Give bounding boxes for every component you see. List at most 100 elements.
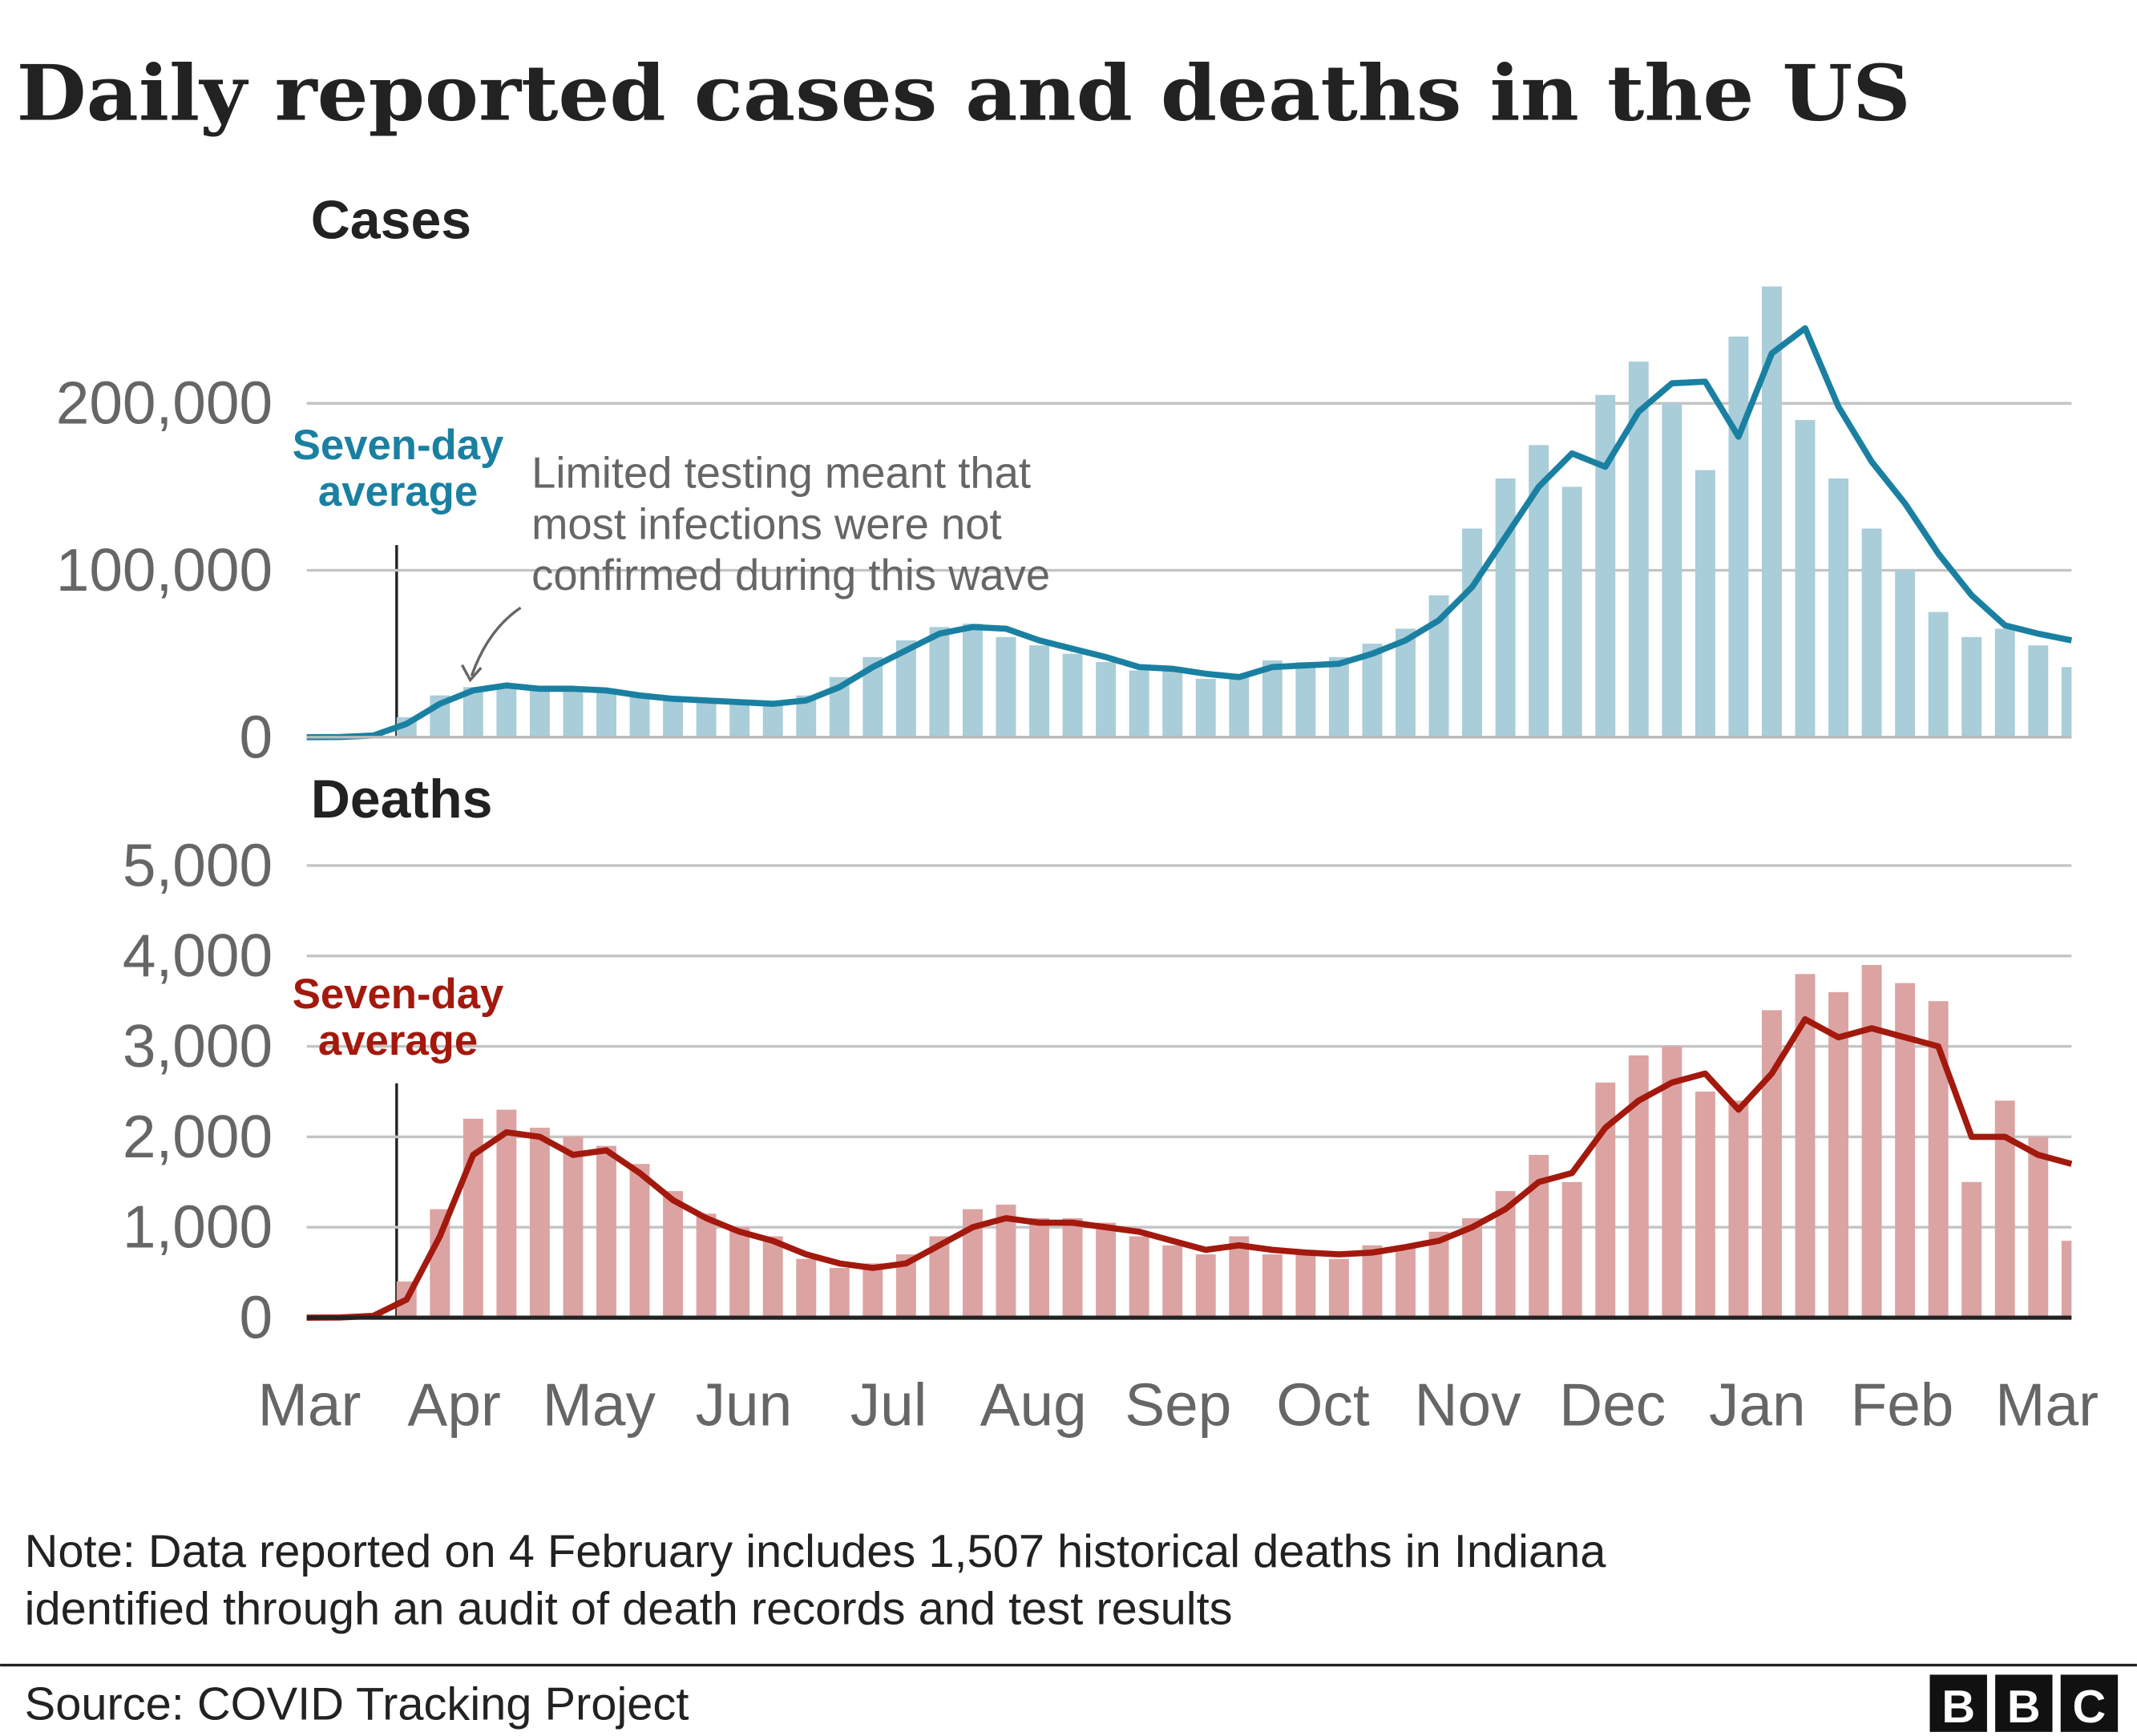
bar bbox=[1096, 1222, 1117, 1318]
x-tick-label: Mar bbox=[258, 1371, 362, 1438]
bar bbox=[1396, 628, 1416, 737]
bar bbox=[1062, 653, 1083, 737]
bar bbox=[762, 702, 783, 737]
bar bbox=[1961, 636, 1982, 737]
average-line bbox=[306, 325, 2073, 741]
bar bbox=[1595, 394, 1616, 737]
bar bbox=[1861, 528, 1882, 737]
bar bbox=[1928, 612, 1949, 737]
y-tick-label: 4,000 bbox=[123, 922, 273, 989]
logo-letter: B bbox=[1941, 1681, 1975, 1733]
note: Note: Data reported on 4 February includ… bbox=[25, 1526, 1607, 1577]
bar bbox=[829, 1267, 850, 1318]
bar bbox=[1129, 1236, 1149, 1318]
x-tick-label: Nov bbox=[1415, 1371, 1522, 1438]
bar bbox=[1828, 478, 1848, 737]
bar bbox=[1695, 1091, 1715, 1318]
bar bbox=[1728, 1100, 1749, 1318]
bar bbox=[1195, 678, 1216, 737]
bar bbox=[762, 1236, 783, 1318]
bar bbox=[796, 1258, 817, 1318]
bar bbox=[1994, 628, 2015, 737]
bar bbox=[696, 702, 717, 737]
annotation-arrowhead bbox=[460, 664, 483, 683]
bar bbox=[862, 1263, 883, 1318]
bar bbox=[1828, 991, 1848, 1318]
bar bbox=[563, 687, 584, 737]
bar bbox=[729, 1227, 750, 1318]
logo: B B C bbox=[1929, 1674, 2119, 1733]
bar bbox=[629, 696, 650, 737]
panel-title: Cases bbox=[311, 190, 471, 251]
logo-block bbox=[1995, 1674, 2053, 1732]
x-tick-label: Mar bbox=[1995, 1371, 2099, 1438]
bar bbox=[1229, 1236, 1250, 1318]
y-tick-label: 3,000 bbox=[123, 1012, 273, 1080]
y-tick-label: 2,000 bbox=[123, 1103, 273, 1170]
bar bbox=[663, 698, 684, 737]
bar bbox=[496, 687, 517, 737]
bar bbox=[1262, 1254, 1283, 1318]
bar bbox=[1029, 1217, 1049, 1318]
bar bbox=[1295, 662, 1316, 737]
x-tick-label: Jul bbox=[850, 1371, 927, 1438]
bar bbox=[596, 1145, 616, 1318]
bar bbox=[1994, 1100, 2015, 1318]
bar bbox=[1561, 486, 1582, 737]
bar bbox=[2028, 645, 2049, 737]
logo-block bbox=[2060, 1674, 2119, 1732]
source: Source: COVID Tracking Project bbox=[25, 1679, 689, 1730]
y-tick-label: 100,000 bbox=[56, 536, 273, 604]
x-tick-label: Aug bbox=[980, 1371, 1087, 1438]
panel-title: Deaths bbox=[311, 769, 493, 830]
x-tick-label: Jun bbox=[696, 1371, 793, 1438]
bar bbox=[1662, 1046, 1683, 1318]
bar bbox=[2061, 667, 2072, 737]
bar bbox=[2028, 1136, 2049, 1318]
bar bbox=[1728, 336, 1749, 737]
x-tick-label: Apr bbox=[407, 1371, 500, 1438]
logo-letter: B bbox=[2007, 1681, 2041, 1733]
bar bbox=[1328, 1258, 1349, 1318]
bar bbox=[1561, 1181, 1582, 1318]
bar bbox=[496, 1109, 517, 1318]
bar bbox=[1861, 965, 1882, 1318]
bar bbox=[1595, 1082, 1616, 1318]
bar bbox=[1295, 1250, 1316, 1318]
annotation: most infections were not bbox=[531, 499, 1001, 548]
annotation-arrow bbox=[470, 606, 522, 676]
bar bbox=[1129, 670, 1149, 737]
series-label: Seven-day average bbox=[293, 422, 504, 515]
bar bbox=[962, 624, 983, 737]
bar bbox=[1096, 662, 1117, 737]
x-tick-label: Dec bbox=[1559, 1371, 1666, 1438]
bar bbox=[1462, 1217, 1483, 1318]
bar bbox=[1162, 667, 1183, 737]
bar bbox=[1895, 570, 1916, 737]
bar bbox=[529, 690, 550, 737]
bar bbox=[996, 636, 1016, 737]
bar bbox=[1362, 644, 1383, 737]
bar bbox=[1362, 1245, 1383, 1318]
y-tick-label: 0 bbox=[239, 1284, 273, 1351]
y-tick-label: 200,000 bbox=[56, 369, 273, 437]
x-tick-label: Oct bbox=[1276, 1371, 1370, 1438]
bar bbox=[1062, 1217, 1083, 1318]
bar bbox=[1662, 403, 1683, 737]
bar bbox=[1396, 1245, 1416, 1318]
bar bbox=[696, 1213, 717, 1318]
series-label: Seven-day average bbox=[293, 971, 504, 1064]
bar bbox=[1328, 656, 1349, 737]
y-tick-label: 1,000 bbox=[123, 1193, 273, 1261]
bar bbox=[1229, 673, 1250, 737]
bar bbox=[1761, 286, 1782, 737]
average-line bbox=[306, 1015, 2073, 1321]
bar bbox=[629, 1164, 650, 1318]
logo-letter: C bbox=[2073, 1681, 2107, 1733]
bar bbox=[2061, 1241, 2072, 1318]
annotation: Limited testing meant that bbox=[531, 449, 1031, 498]
bar bbox=[929, 627, 950, 737]
x-tick-label: May bbox=[543, 1371, 656, 1438]
bar bbox=[1262, 660, 1283, 737]
